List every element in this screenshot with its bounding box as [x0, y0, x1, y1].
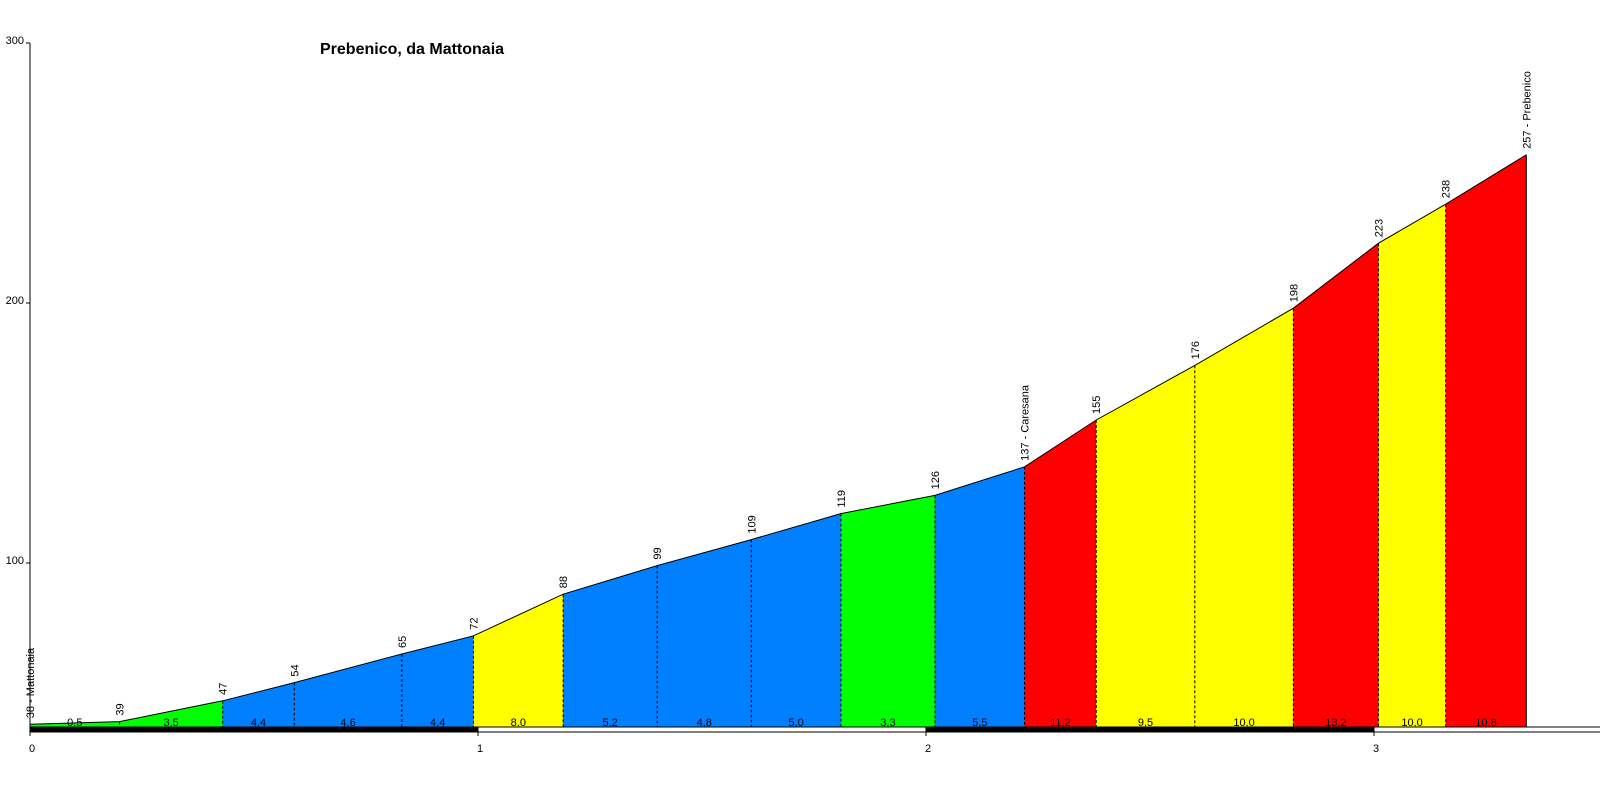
segment-fill — [1445, 154, 1527, 732]
segment-fill — [401, 635, 474, 731]
gradient-label: 10,8 — [1475, 717, 1496, 729]
segment-fill — [563, 565, 658, 731]
gradient-label: 13,2 — [1325, 717, 1346, 729]
elevation-label: 223 — [1373, 219, 1385, 237]
segment-fill — [119, 700, 223, 731]
x-tick-label: 2 — [925, 743, 931, 755]
gradient-label: 4,4 — [251, 717, 266, 729]
elevation-label: 198 — [1288, 284, 1300, 302]
gradient-label: 5,5 — [972, 717, 987, 729]
gradient-label: 3,5 — [163, 717, 178, 729]
elevation-label: 109 — [746, 515, 758, 533]
segment-fill — [1194, 308, 1294, 731]
elevation-label: 72 — [469, 618, 481, 630]
gradient-label: 0,5 — [67, 717, 82, 729]
elevation-label: 155 — [1091, 396, 1103, 414]
segment-fill — [1293, 243, 1379, 731]
elevation-label: 39 — [115, 703, 127, 715]
segment-fill — [222, 682, 295, 731]
km-band — [29, 726, 1600, 733]
segment-dividers — [119, 154, 1527, 731]
elevation-label: 119 — [836, 490, 848, 508]
elevation-label: 99 — [652, 547, 664, 559]
y-tick-label: 300 — [6, 35, 24, 47]
gradient-label: 3,3 — [880, 717, 895, 729]
x-tick-label: 3 — [1373, 743, 1379, 755]
gradient-label: 9,5 — [1138, 717, 1153, 729]
gradient-label: 5,2 — [603, 717, 618, 729]
segment-fill — [751, 513, 841, 731]
gradient-label: 4,8 — [697, 717, 712, 729]
x-tick-label: 1 — [477, 743, 483, 755]
elevation-label: 38 - Mattonaia — [25, 647, 37, 718]
gradient-label: 4,4 — [430, 717, 445, 729]
y-ticks: 100 200 300 — [6, 35, 30, 567]
segment-fills — [30, 154, 1527, 732]
elevation-label: 238 — [1441, 180, 1453, 198]
segment-fill — [1378, 204, 1446, 731]
segment-fill — [1096, 365, 1195, 731]
gradient-label: 10,0 — [1401, 717, 1422, 729]
elevation-label: 257 - Prebenico — [1521, 71, 1533, 149]
y-tick-label: 100 — [6, 555, 24, 567]
segment-fill — [934, 466, 1025, 731]
segment-fill — [657, 539, 752, 731]
elevation-label: 137 - Caresana — [1020, 384, 1032, 461]
y-tick-label: 200 — [6, 295, 24, 307]
gradient-label: 5,0 — [788, 717, 803, 729]
elevation-label: 47 — [218, 683, 230, 695]
chart-title: Prebenico, da Mattonaia — [320, 41, 504, 58]
segment-fill — [473, 594, 564, 731]
elevation-label: 176 — [1190, 341, 1202, 359]
profile-line — [29, 154, 1527, 725]
gradient-label: 11,2 — [1050, 717, 1071, 729]
gradient-label: 4,6 — [340, 717, 355, 729]
segment-fill — [294, 654, 402, 731]
gradient-labels: 0,5 3,5 4,4 4,6 4,4 8,0 5,2 4,8 5,0 3,3 5,5 11,2 9,5… — [67, 717, 1497, 729]
gradient-label: 8,0 — [511, 717, 526, 729]
point-labels: 38 - Mattonaia 39 47 54 65 72 88 99 109 119 126 137… — [25, 71, 1533, 718]
segment-fill — [1024, 420, 1097, 731]
km-band-block — [1373, 726, 1600, 733]
elevation-label: 65 — [397, 636, 409, 648]
x-ticks: 0 1 2 3 — [29, 731, 1379, 755]
segment-fill — [840, 495, 935, 731]
elevation-label: 88 — [558, 576, 570, 588]
elevation-label: 54 — [289, 664, 301, 676]
x-tick-label: 0 — [29, 743, 35, 755]
gradient-label: 10,0 — [1233, 717, 1254, 729]
elevation-label: 126 — [930, 471, 942, 489]
